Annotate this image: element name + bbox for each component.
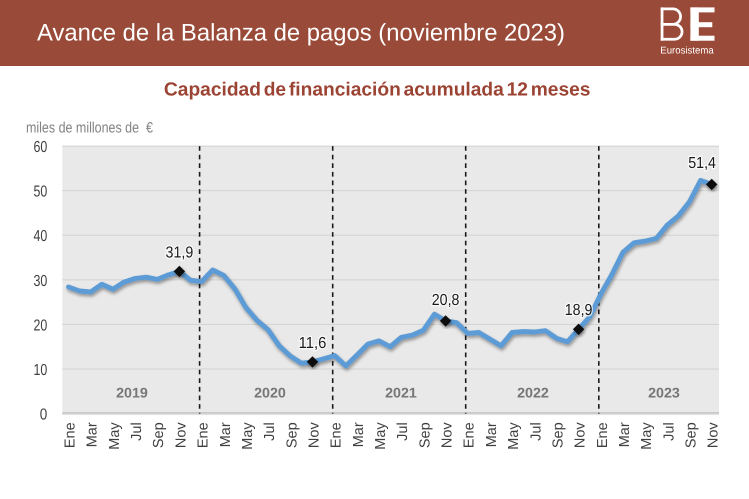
svg-text:Sep: Sep (551, 422, 567, 448)
svg-text:Eurosistema: Eurosistema (660, 46, 714, 57)
svg-text:Mar: Mar (218, 422, 234, 447)
svg-text:Ene: Ene (63, 422, 79, 448)
svg-text:60: 60 (34, 139, 48, 156)
svg-text:Nov: Nov (440, 422, 456, 449)
svg-text:Mar: Mar (617, 422, 633, 447)
svg-text:31,9: 31,9 (166, 245, 194, 262)
svg-text:2023: 2023 (648, 384, 680, 400)
svg-text:Ene: Ene (329, 422, 345, 448)
svg-text:Jul: Jul (262, 422, 278, 441)
svg-text:0: 0 (40, 407, 48, 424)
svg-text:Sep: Sep (417, 422, 433, 448)
svg-text:50: 50 (34, 184, 48, 201)
svg-text:40: 40 (34, 228, 48, 245)
svg-text:miles de millones de €: miles de millones de € (26, 120, 153, 137)
svg-text:May: May (240, 422, 256, 450)
svg-text:Jul: Jul (129, 422, 145, 441)
svg-text:Sep: Sep (284, 422, 300, 448)
svg-text:2019: 2019 (116, 384, 148, 400)
svg-text:Jul: Jul (395, 422, 411, 441)
svg-text:Jul: Jul (661, 422, 677, 441)
svg-text:18,9: 18,9 (565, 302, 593, 319)
svg-text:30: 30 (34, 273, 48, 290)
svg-text:2020: 2020 (254, 384, 286, 400)
svg-text:May: May (639, 422, 655, 450)
svg-text:Ene: Ene (196, 422, 212, 448)
svg-text:Nov: Nov (307, 422, 323, 449)
svg-text:Sep: Sep (151, 422, 167, 448)
svg-text:May: May (373, 422, 389, 450)
svg-text:2022: 2022 (517, 384, 549, 400)
svg-text:Jul: Jul (528, 422, 544, 441)
svg-text:10: 10 (34, 362, 48, 379)
svg-text:Nov: Nov (573, 422, 589, 449)
svg-text:Ene: Ene (595, 422, 611, 448)
svg-text:51,4: 51,4 (688, 155, 716, 172)
svg-text:May: May (107, 422, 123, 450)
svg-text:Ene: Ene (462, 422, 478, 448)
svg-text:20,8: 20,8 (432, 292, 460, 309)
svg-text:20: 20 (34, 317, 48, 334)
svg-text:2021: 2021 (385, 384, 417, 400)
svg-text:Nov: Nov (173, 422, 189, 449)
svg-text:May: May (506, 422, 522, 450)
svg-text:Mar: Mar (351, 422, 367, 447)
svg-text:Capacidad de financiación acum: Capacidad de financiación acumulada 12 m… (164, 80, 591, 101)
svg-text:Mar: Mar (484, 422, 500, 447)
svg-text:Mar: Mar (85, 422, 101, 447)
svg-text:Avance de la Balanza de pagos: Avance de la Balanza de pagos (noviembre… (37, 19, 565, 46)
svg-text:Nov: Nov (706, 422, 722, 449)
svg-text:Sep: Sep (684, 422, 700, 448)
svg-text:11,6: 11,6 (299, 335, 327, 352)
